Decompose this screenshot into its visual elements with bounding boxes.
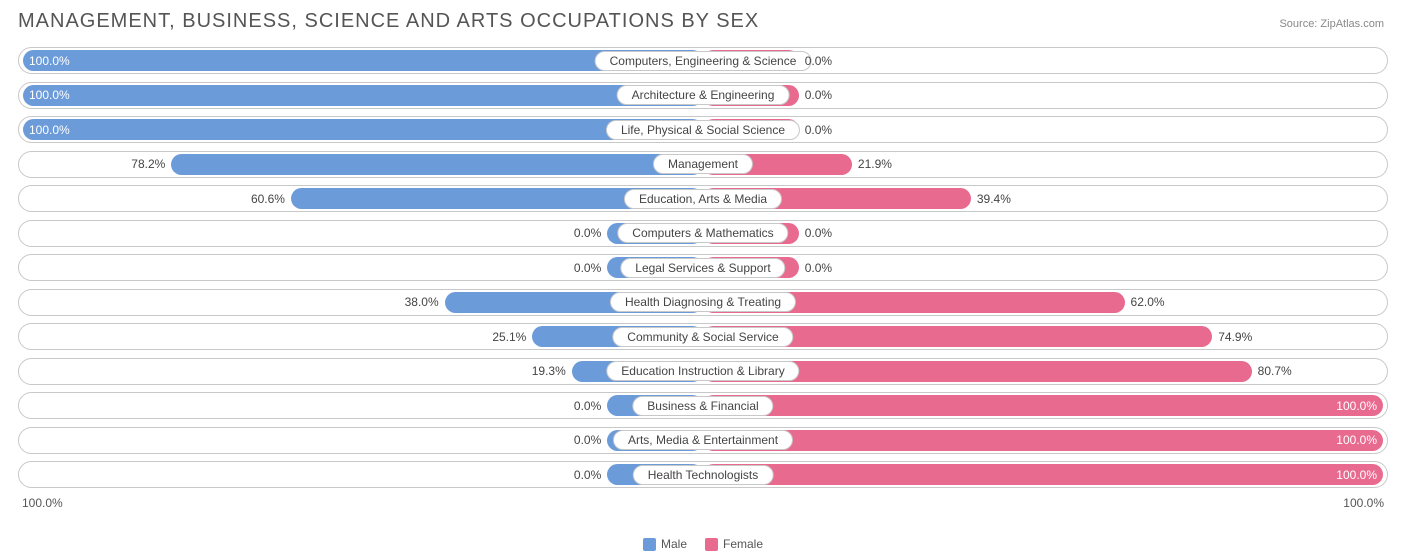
swatch-female [705,538,718,551]
value-label-female: 21.9% [858,157,892,171]
value-label-female: 100.0% [1336,433,1377,447]
chart-rows-area: Computers, Engineering & Science 100.0% 0.… [18,47,1388,488]
value-label-female: 0.0% [805,261,832,275]
legend-label-male: Male [661,537,687,551]
value-label-male: 19.3% [532,364,566,378]
category-label: Health Diagnosing & Treating [610,292,796,312]
chart-row: Education, Arts & Media 60.6% 39.4% [18,185,1388,212]
chart-row: Computers & Mathematics 0.0% 0.0% [18,220,1388,247]
chart-row: Health Technologists 0.0% 100.0% [18,461,1388,488]
value-label-female: 100.0% [1336,468,1377,482]
chart-row: Computers, Engineering & Science 100.0% 0.… [18,47,1388,74]
bar-female [703,395,1383,416]
legend-item-male: Male [643,537,687,551]
category-label: Legal Services & Support [620,258,785,278]
bar-female [703,464,1383,485]
value-label-male: 0.0% [574,261,601,275]
chart-row: Education Instruction & Library 19.3% 80.7… [18,358,1388,385]
category-label: Health Technologists [633,465,774,485]
value-label-female: 0.0% [805,54,832,68]
value-label-female: 80.7% [1258,364,1292,378]
category-label: Arts, Media & Entertainment [613,430,793,450]
chart-row: Legal Services & Support 0.0% 0.0% [18,254,1388,281]
chart-container: MANAGEMENT, BUSINESS, SCIENCE AND ARTS O… [0,0,1406,559]
value-label-female: 62.0% [1131,295,1165,309]
chart-title: MANAGEMENT, BUSINESS, SCIENCE AND ARTS O… [18,10,1388,33]
chart-row: Arts, Media & Entertainment 0.0% 100.0% [18,427,1388,454]
swatch-male [643,538,656,551]
category-label: Management [653,154,753,174]
bar-female [703,430,1383,451]
x-axis: 100.0% 100.0% [18,496,1388,510]
legend: Male Female [643,537,763,551]
axis-left-label: 100.0% [22,496,63,510]
legend-item-female: Female [705,537,763,551]
value-label-male: 0.0% [574,226,601,240]
bar-male [171,154,703,175]
category-label: Business & Financial [632,396,773,416]
value-label-male: 0.0% [574,433,601,447]
axis-right-label: 100.0% [1343,496,1384,510]
chart-row: Architecture & Engineering 100.0% 0.0% [18,82,1388,109]
bar-male [23,119,703,140]
category-label: Computers, Engineering & Science [595,51,812,71]
value-label-female: 100.0% [1336,399,1377,413]
chart-row: Health Diagnosing & Treating 38.0% 62.0% [18,289,1388,316]
value-label-male: 100.0% [29,54,70,68]
bar-male [23,85,703,106]
chart-row: Management 78.2% 21.9% [18,151,1388,178]
value-label-male: 38.0% [405,295,439,309]
value-label-male: 100.0% [29,123,70,137]
chart-row: Community & Social Service 25.1% 74.9% [18,323,1388,350]
value-label-male: 60.6% [251,192,285,206]
value-label-female: 39.4% [977,192,1011,206]
category-label: Education Instruction & Library [606,361,799,381]
value-label-female: 74.9% [1218,330,1252,344]
category-label: Community & Social Service [612,327,793,347]
category-label: Education, Arts & Media [624,189,782,209]
value-label-male: 0.0% [574,468,601,482]
value-label-male: 0.0% [574,399,601,413]
source-attribution: Source: ZipAtlas.com [1279,18,1384,30]
legend-label-female: Female [723,537,763,551]
category-label: Life, Physical & Social Science [606,120,800,140]
value-label-male: 78.2% [131,157,165,171]
value-label-male: 25.1% [492,330,526,344]
value-label-female: 0.0% [805,226,832,240]
category-label: Computers & Mathematics [617,223,788,243]
value-label-female: 0.0% [805,123,832,137]
chart-row: Life, Physical & Social Science 100.0% 0.0… [18,116,1388,143]
value-label-female: 0.0% [805,88,832,102]
category-label: Architecture & Engineering [617,85,790,105]
chart-row: Business & Financial 0.0% 100.0% [18,392,1388,419]
value-label-male: 100.0% [29,88,70,102]
